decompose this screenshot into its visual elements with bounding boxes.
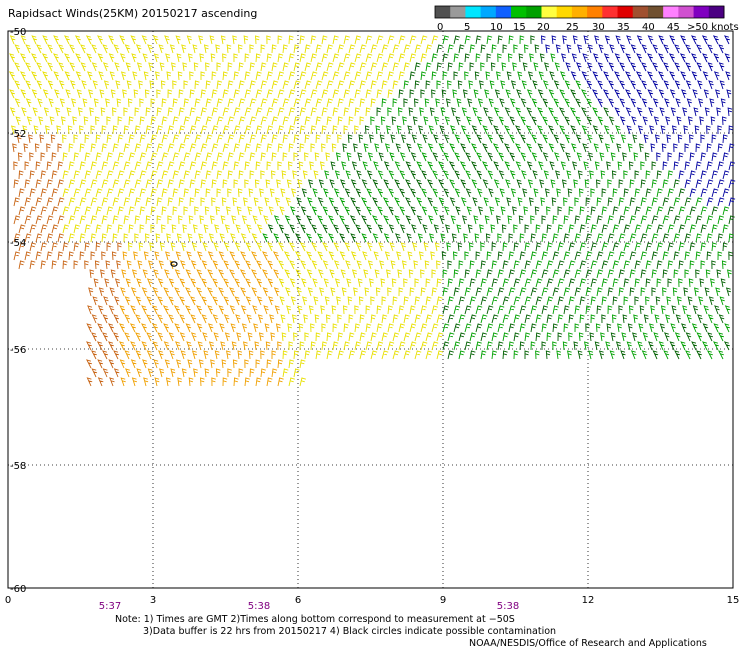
legend-color-bar bbox=[434, 5, 725, 19]
legend-swatch bbox=[678, 6, 695, 18]
longitude-tick-label: 15 bbox=[727, 595, 740, 606]
legend-swatch bbox=[693, 6, 710, 18]
latitude-tick-label: -60 bbox=[10, 584, 26, 595]
legend-label: 30 bbox=[592, 22, 605, 33]
legend-swatch bbox=[526, 6, 542, 18]
legend-swatch bbox=[495, 6, 512, 18]
latitude-tick-label: -54 bbox=[10, 238, 26, 249]
map-frame bbox=[7, 30, 734, 589]
legend-swatch bbox=[663, 6, 679, 18]
wind-barb-group bbox=[12, 134, 122, 387]
legend-swatch bbox=[435, 6, 451, 18]
legend-swatch bbox=[708, 6, 725, 18]
legend-swatch bbox=[647, 6, 664, 18]
legend-label: 45 bbox=[667, 22, 680, 33]
longitude-tick-label: 0 bbox=[5, 595, 11, 606]
legend-swatch bbox=[556, 6, 573, 18]
measurement-time-label: 5:37 bbox=[99, 601, 121, 612]
legend-label: >50 knots bbox=[687, 22, 739, 33]
note-line-3: NOAA/NESDIS/Office of Research and Appli… bbox=[469, 638, 707, 649]
legend-swatch bbox=[511, 6, 527, 18]
wind-vector-map: 0 3 6 9 12 15 -50 -52 -54 -56 -58 -60 5:37 5:38 5:38 bbox=[5, 27, 740, 612]
latitude-tick-label: -58 bbox=[10, 461, 26, 472]
legend-label: 5 bbox=[464, 22, 470, 33]
legend-swatch bbox=[571, 6, 588, 18]
legend-label: 0 bbox=[437, 22, 443, 33]
map-title: Rapidsact Winds(25KM) 20150217 ascending bbox=[8, 7, 258, 20]
legend-label: 20 bbox=[537, 22, 550, 33]
legend-label: 15 bbox=[513, 22, 526, 33]
wind-speed-legend: 0 5 10 15 20 25 30 35 40 45 >50 knots bbox=[434, 5, 739, 33]
legend-label: 10 bbox=[490, 22, 503, 33]
legend-swatch bbox=[450, 6, 466, 18]
legend-swatch bbox=[541, 6, 558, 18]
wind-barb-group bbox=[8, 35, 444, 387]
latitude-labels: -50 -52 -54 -56 -58 -60 bbox=[10, 27, 26, 595]
time-labels: 5:37 5:38 5:38 bbox=[99, 601, 519, 612]
measurement-time-label: 5:38 bbox=[497, 601, 519, 612]
legend-swatch bbox=[465, 6, 482, 18]
contamination-circle-icon bbox=[170, 261, 178, 267]
latitude-tick-label: -56 bbox=[10, 345, 26, 356]
wind-barb-group bbox=[541, 35, 736, 207]
legend-swatch bbox=[587, 6, 603, 18]
measurement-time-label: 5:38 bbox=[248, 601, 270, 612]
wind-barb-group bbox=[262, 35, 734, 360]
latitude-tick-label: -50 bbox=[10, 27, 26, 38]
latitude-tick-label: -52 bbox=[10, 129, 26, 140]
legend-swatch bbox=[480, 6, 497, 18]
footnotes: Note: 1) Times are GMT 2)Times along bot… bbox=[0, 613, 740, 650]
longitude-tick-label: 3 bbox=[150, 595, 156, 606]
map-grid bbox=[8, 31, 733, 588]
legend-label: 40 bbox=[642, 22, 655, 33]
longitude-labels: 0 3 6 9 12 15 bbox=[5, 595, 740, 606]
wind-barb-group bbox=[267, 35, 735, 360]
legend-swatch bbox=[617, 6, 634, 18]
longitude-tick-label: 6 bbox=[295, 595, 301, 606]
legend-label: 35 bbox=[617, 22, 630, 33]
wind-barb-group bbox=[119, 251, 284, 387]
longitude-tick-label: 9 bbox=[440, 595, 446, 606]
legend-swatch bbox=[632, 6, 649, 18]
note-line-1: Note: 1) Times are GMT 2)Times along bot… bbox=[115, 614, 515, 625]
wind-vectors bbox=[8, 35, 736, 387]
longitude-tick-label: 12 bbox=[582, 595, 595, 606]
legend-label: 25 bbox=[566, 22, 579, 33]
legend-labels: 0 5 10 15 20 25 30 35 40 45 >50 knots bbox=[437, 22, 739, 33]
note-line-2: 3)Data buffer is 22 hrs from 20150217 4)… bbox=[143, 626, 557, 637]
legend-swatch bbox=[602, 6, 619, 18]
